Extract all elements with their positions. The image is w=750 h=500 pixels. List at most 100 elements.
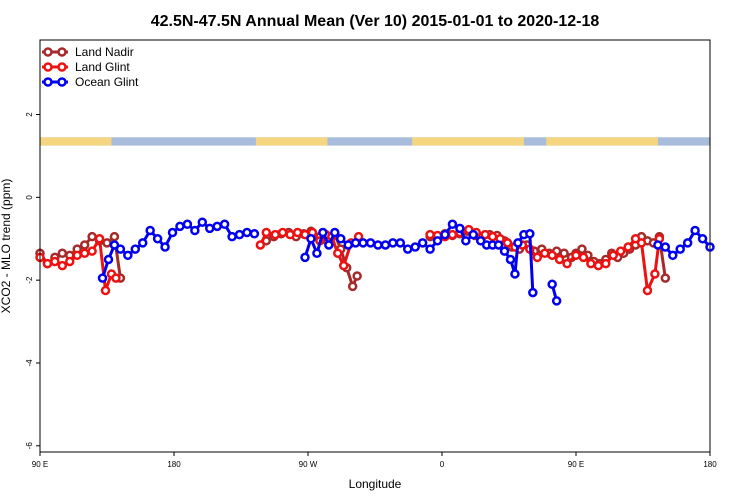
data-point [636,238,647,248]
data-point [270,229,280,240]
data-point [167,227,178,238]
land-band-segment [255,137,328,146]
data-point [380,240,391,250]
data-point [109,231,120,242]
data-point [234,229,245,240]
data-point [212,221,222,232]
data-point [312,248,322,258]
legend-swatch-point [57,62,67,72]
data-point [57,248,68,258]
data-point [292,227,303,238]
data-point [249,229,260,239]
data-point [102,238,112,248]
series-ocean-glint [97,217,715,306]
data-point [152,234,163,244]
data-point [578,252,589,263]
x-tick-label: 0 [440,460,445,469]
data-point [87,231,97,242]
legend-swatch-point [43,62,53,72]
data-point [72,250,82,261]
data-point [554,254,565,265]
data-point [94,234,105,244]
data-point [79,240,90,250]
data-point [630,234,641,244]
data-point [306,234,316,244]
y-tick-label: -6 [25,442,34,450]
land-band-segment [40,137,112,146]
series-layer [35,217,715,306]
y-tick-label: 0 [25,195,34,200]
data-point [300,252,310,263]
data-point [547,250,557,261]
data-point [57,260,68,271]
data-point [447,219,458,230]
y-tick-label: 2 [25,112,34,117]
data-point [593,260,604,271]
data-point [50,256,60,267]
legend-swatch-point [57,47,67,57]
x-axis-label: Longitude [349,477,402,491]
x-tick-label: 90 E [32,460,48,469]
data-point [447,229,458,240]
y-axis: -6 -4 -2 0 2 [25,112,40,450]
data-point [97,273,108,283]
data-point [562,258,572,269]
data-point [487,231,498,242]
data-point [547,279,557,290]
data-point [115,244,126,254]
data-point [510,269,520,279]
data-point [615,246,626,256]
legend-item-ocean-glint: Ocean Glint [42,75,139,89]
land-band-segment [546,137,658,146]
data-point [190,225,200,236]
data-point [608,250,618,261]
data-point [330,227,340,238]
data-point [350,238,361,248]
data-point [499,246,510,256]
data-point [333,248,343,258]
data-point [571,250,581,261]
data-point [461,236,471,246]
data-point [493,240,504,250]
legend-label: Ocean Glint [75,75,139,89]
data-point [318,227,328,238]
land-band-segment [412,137,524,146]
data-point [130,244,141,254]
series-line [101,220,255,279]
data-point [525,229,535,239]
data-point [623,242,633,252]
data-point [682,238,693,248]
data-point [577,244,587,254]
data-point [432,236,443,246]
data-point [103,254,114,265]
ocean-band [40,137,710,146]
data-point [410,242,420,252]
data-point [255,240,266,250]
data-point [137,238,148,248]
data-point [690,225,700,236]
data-point [660,273,671,283]
plot-frame [39,39,711,453]
data-point [42,258,53,269]
legend-swatch-point [57,77,67,87]
data-point [123,250,133,261]
data-point [111,273,121,283]
data-point [227,231,237,242]
data-point [373,240,383,250]
data-point [261,227,272,238]
data-point [65,256,75,267]
data-point [586,258,596,269]
data-point [347,281,358,292]
data-point [324,240,334,250]
data-point [660,242,671,252]
legend-item-land-glint: Land Glint [42,60,130,74]
y-tick-label: -4 [25,359,34,367]
data-point [425,229,435,240]
data-point [343,240,353,250]
data-point [338,260,349,271]
data-point [358,238,368,248]
data-point [505,254,516,265]
data-point [175,221,185,232]
data-point [182,219,193,230]
